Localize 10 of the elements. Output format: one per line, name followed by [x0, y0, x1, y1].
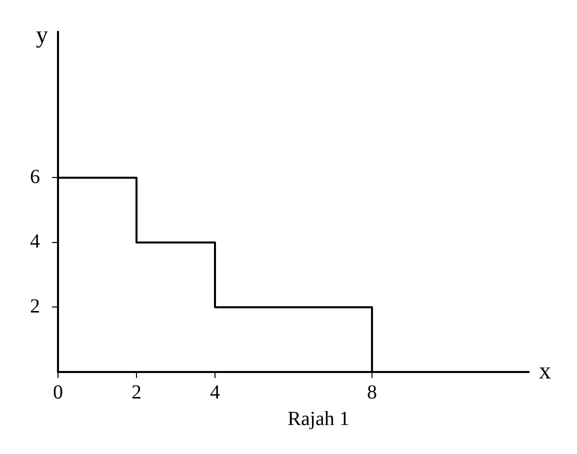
x-tick-label: 4 — [210, 381, 220, 404]
y-tick-label: 4 — [30, 230, 40, 253]
y-tick-label: 2 — [30, 295, 40, 318]
x-tick-label: 8 — [367, 381, 377, 404]
y-axis-title: y — [36, 22, 48, 48]
y-tick-label: 6 — [30, 166, 40, 188]
x-tick-label: 2 — [132, 381, 142, 404]
text: Rajah 1 — [286, 408, 350, 431]
x-tick-label: 0 — [53, 381, 63, 404]
x-axis-title: x — [539, 358, 551, 384]
